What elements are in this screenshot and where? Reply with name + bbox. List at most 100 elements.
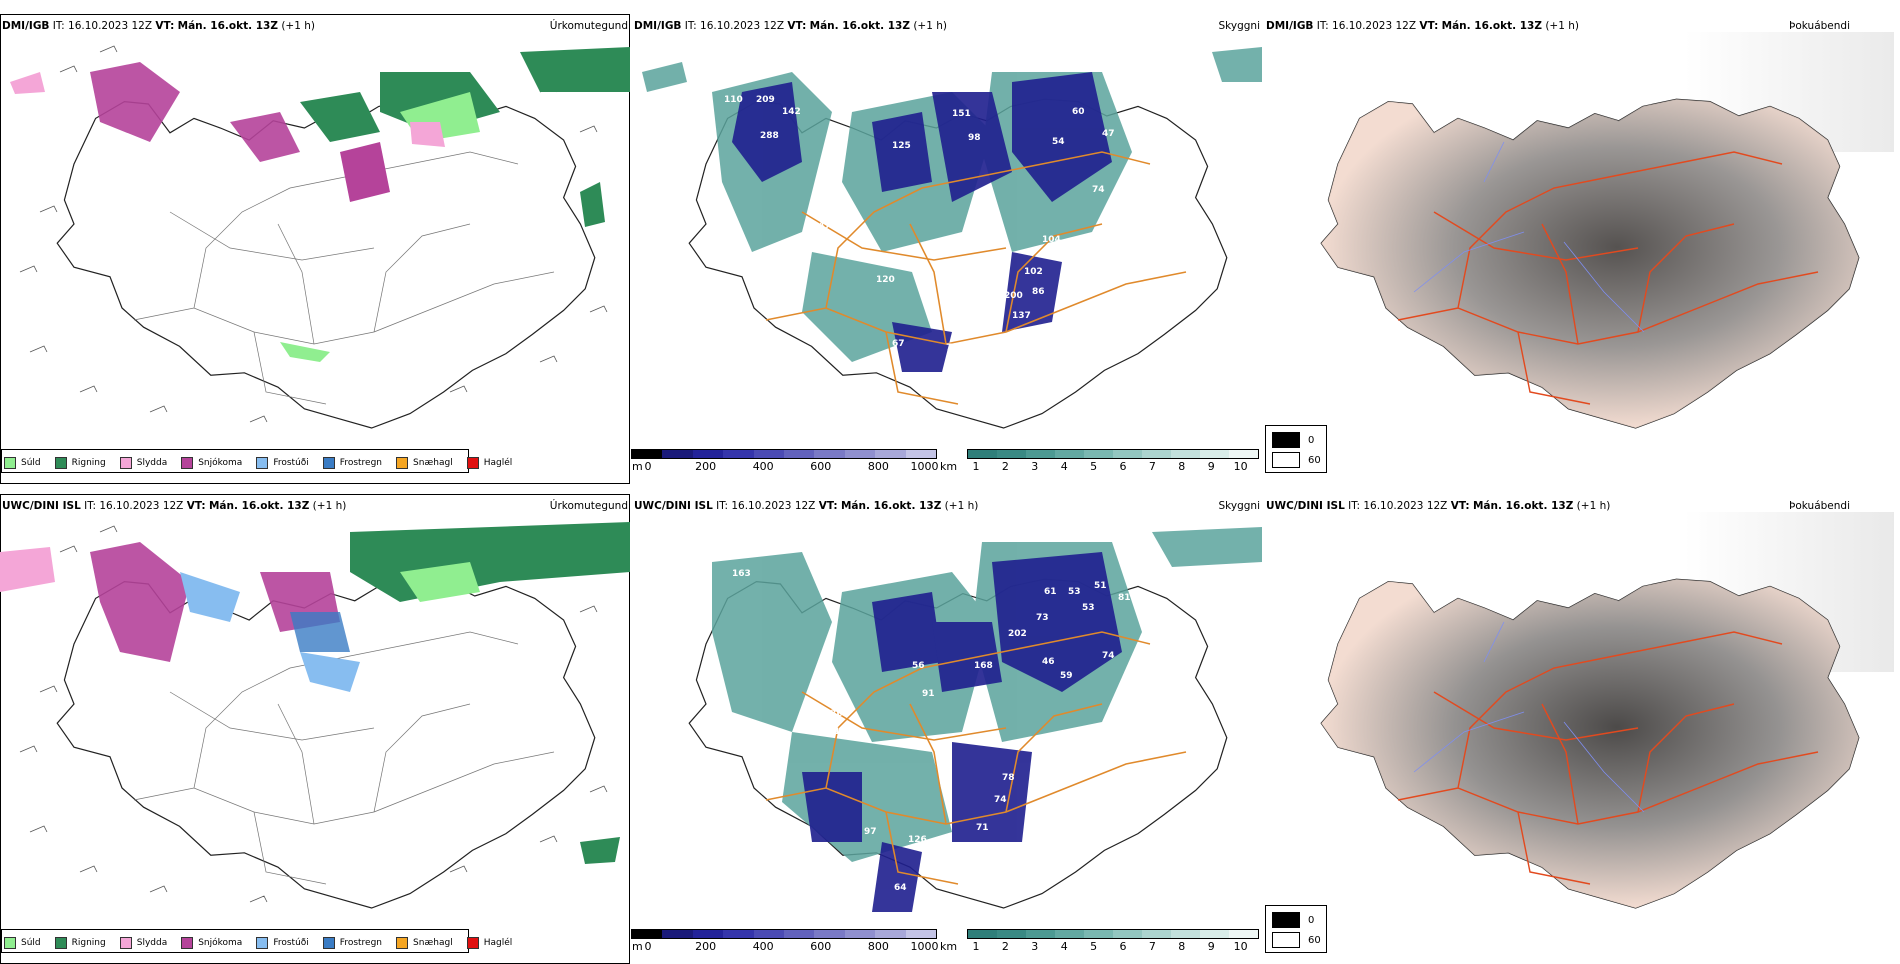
init-time: IT: 16.10.2023 12Z <box>716 500 816 512</box>
legend-swatch <box>54 457 67 469</box>
lead-time: (+1 h) <box>312 500 347 512</box>
fog-swatch <box>1272 912 1300 928</box>
colorbar-tick: 4 <box>1060 460 1068 473</box>
legend-swatch <box>322 457 335 469</box>
cloud-label: 61 <box>1044 587 1057 597</box>
fog-swatch <box>1272 452 1300 468</box>
model-name: UWC/DINI ISL <box>634 500 713 512</box>
fog-swatch <box>1272 432 1300 448</box>
cloud-label: 104 <box>1042 235 1061 245</box>
fog-legend-label: 60 <box>1308 934 1321 946</box>
colorbar-tick: 6 <box>1119 940 1127 953</box>
model-name: UWC/DINI ISL <box>1266 500 1345 512</box>
cloud-label: 126 <box>908 835 927 845</box>
colorbar-tick: 6 <box>1119 460 1127 473</box>
legend-swatch <box>119 457 132 469</box>
legend-item: Frostúði <box>256 454 309 472</box>
cloud-base-areas <box>732 72 1112 372</box>
cloud-base-areas <box>802 552 1122 912</box>
colorbar-tick: 2 <box>1001 940 1009 953</box>
colorbar-tick: 5 <box>1090 460 1098 473</box>
fog-legend: 0 60 <box>1265 905 1327 953</box>
valid-time: Mán. 16.okt. 13Z <box>1472 500 1574 512</box>
parameter-name: Skyggni <box>1218 20 1261 32</box>
precip-legend: Súld Rigning Slydda Snjókoma Frostúði Fr… <box>4 454 526 472</box>
colorbar-tick: 400 <box>752 940 774 953</box>
panel-header: DMI/IGB IT: 16.10.2023 12Z VT: Mán. 16.o… <box>634 19 1260 33</box>
legend-item: Rigning <box>54 454 106 472</box>
colorbar-tick: 800 <box>867 940 889 953</box>
cloud-label: 136 <box>824 709 843 719</box>
fog-index-panel-top: DMI/IGB IT: 16.10.2023 12Z VT: Mán. 16.o… <box>1264 14 1894 484</box>
cloud-label: 137 <box>1012 311 1031 321</box>
cloud-label: 46 <box>1042 657 1055 667</box>
cloud-label: 53 <box>1068 587 1081 597</box>
legend-item: Frostregn <box>322 454 382 472</box>
cloud-label: 71 <box>976 823 989 833</box>
cloud-visibility-map: 163 56 91 61 53 51 53 81 74 46 59 136 11… <box>688 527 1262 912</box>
model-name: UWC/DINI ISL <box>2 500 81 512</box>
cloud-label: 54 <box>1052 137 1065 147</box>
colorbar-tick: 1 <box>972 940 980 953</box>
colorbar-tick: 200 <box>695 940 717 953</box>
lead-time: (+1 h) <box>913 20 947 32</box>
precip-type-map <box>0 522 630 909</box>
valid-time: Mán. 16.okt. 13Z <box>177 20 278 32</box>
cloud-label: 88 <box>732 73 745 83</box>
panel-header: DMI/IGB IT: 16.10.2023 12Z VT: Mán. 16.o… <box>1266 19 1892 33</box>
lead-time: (+1 h) <box>281 20 315 32</box>
colorbar-tick: 8 <box>1178 940 1186 953</box>
lead-time: (+1 h) <box>1545 20 1579 32</box>
legend-item: Frostregn <box>322 934 382 952</box>
model-name: DMI/IGB <box>2 20 50 32</box>
fog-legend: 0 60 <box>1265 425 1327 473</box>
cloud-label: 51 <box>1094 581 1107 591</box>
colorbar-tick: 9 <box>1207 460 1215 473</box>
colorbar-unit: m <box>632 940 643 953</box>
precip-legend: Súld Rigning Slydda Snjókoma Frostúði Fr… <box>4 934 526 952</box>
legend-swatch <box>322 937 335 949</box>
legend-swatch <box>256 457 269 469</box>
colorbar-tick: 0 <box>644 460 652 473</box>
cloud-label: 74 <box>1102 651 1115 661</box>
cloud-label: 86 <box>1032 287 1045 297</box>
legend-swatch <box>466 937 479 949</box>
lead-time: (+1 h) <box>944 500 979 512</box>
colorbar-tick: 3 <box>1031 940 1039 953</box>
cloud-label: 74 <box>994 795 1007 805</box>
cloud-label: 142 <box>782 107 801 117</box>
colorbar-tick: 3 <box>1031 460 1039 473</box>
legend-item: Snjókoma <box>181 934 242 952</box>
valid-time-label: VT: <box>155 20 175 32</box>
fog-index-map <box>1320 512 1894 909</box>
cloud-base-labels: 163 56 91 61 53 51 53 81 74 46 59 136 11… <box>732 569 1131 893</box>
colorbar-tick: 600 <box>810 940 832 953</box>
cloud-label: 47 <box>1102 129 1115 139</box>
cloud-base-colorbar: m 0 200 400 600 800 1000 <box>631 449 938 480</box>
cloud-label: 98 <box>968 133 981 143</box>
parameter-name: Þokuábendi <box>1789 20 1850 32</box>
fog-index-panel-bottom: UWC/DINI ISL IT: 16.10.2023 12Z VT: Mán.… <box>1264 494 1894 964</box>
legend-swatch <box>119 937 132 949</box>
cloud-label: 91 <box>922 689 935 699</box>
cloud-label: 209 <box>756 95 775 105</box>
cloud-label: 288 <box>760 131 779 141</box>
valid-time-label: VT: <box>1450 500 1470 512</box>
cloud-label: 78 <box>1002 773 1015 783</box>
cloud-label: 125 <box>892 141 911 151</box>
colorbar-tick: 7 <box>1148 940 1156 953</box>
cloud-label: 53 <box>1082 603 1095 613</box>
fog-legend-label: 0 <box>1308 434 1315 446</box>
legend-swatch <box>396 457 409 469</box>
cloud-visibility-panel-bottom: UWC/DINI ISL IT: 16.10.2023 12Z VT: Mán.… <box>631 494 1262 964</box>
legend-item: Snæhagl <box>396 934 453 952</box>
legend-swatch <box>466 457 479 469</box>
cloud-label: 81 <box>1118 593 1131 603</box>
legend-swatch <box>396 937 409 949</box>
cloud-label: 59 <box>1060 671 1073 681</box>
precip-areas <box>0 522 630 864</box>
valid-time: Mán. 16.okt. 13Z <box>208 500 310 512</box>
valid-time-label: VT: <box>818 500 838 512</box>
precip-type-map <box>10 45 630 429</box>
model-name: DMI/IGB <box>634 20 682 32</box>
